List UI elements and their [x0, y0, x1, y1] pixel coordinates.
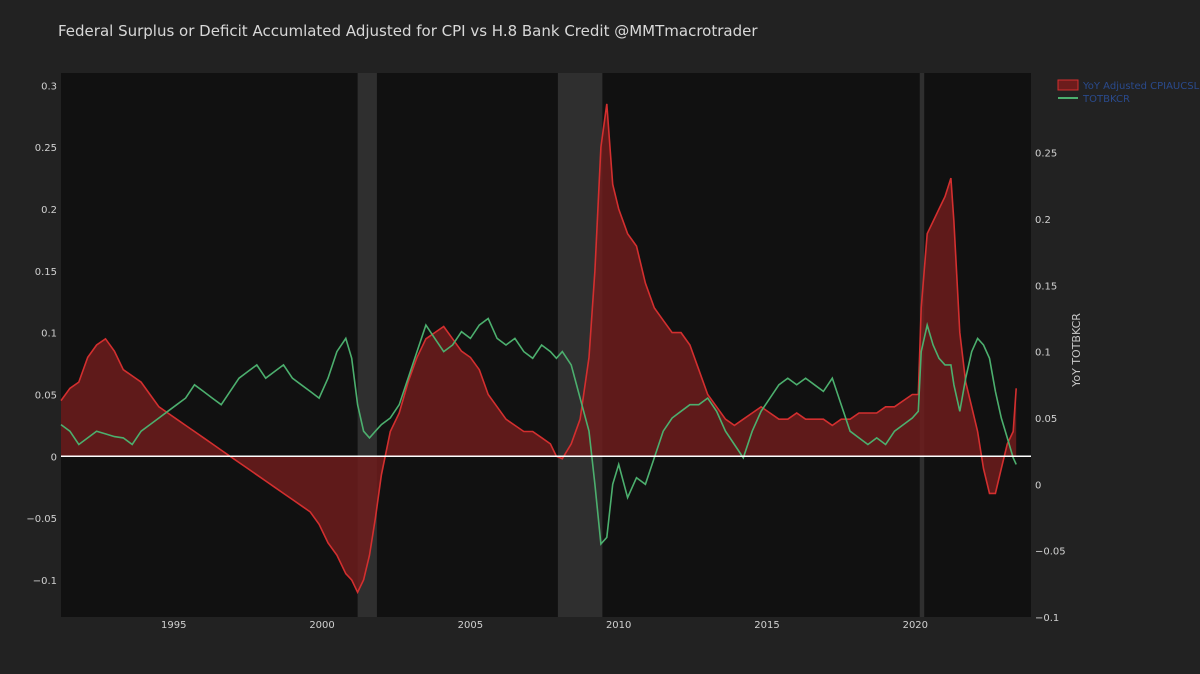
plot-area — [61, 73, 1031, 617]
y-tick-label: 0.05 — [35, 390, 57, 401]
y-tick-label: −0.1 — [33, 576, 57, 587]
series-area-cpi — [61, 103, 1017, 593]
y2-tick-label: −0.05 — [1035, 547, 1066, 558]
chart-title: Federal Surplus or Deficit Accumlated Ad… — [58, 22, 758, 40]
x-tick-label: 2015 — [754, 620, 779, 631]
y2-axis-title: YoY TOTBKCR — [1070, 313, 1083, 388]
y2-tick-label: 0.1 — [1035, 348, 1051, 359]
y-tick-label: 0.15 — [35, 267, 57, 278]
y-tick-label: 0.25 — [35, 143, 57, 154]
y-tick-label: 0.2 — [41, 205, 57, 216]
series-line-totbkcr — [60, 317, 1017, 546]
y2-tick-label: −0.1 — [1035, 613, 1059, 624]
y-axis-left: 0.3 0.25 0.2 0.15 0.1 0.05 0 −0.05 −0.1 — [26, 81, 57, 587]
y-tick-label: 0.1 — [41, 329, 57, 340]
x-tick-label: 2000 — [309, 620, 334, 631]
x-tick-label: 2020 — [903, 620, 928, 631]
y2-tick-label: 0.25 — [1035, 149, 1057, 160]
legend-item-cpi[interactable]: YoY Adjusted CPIAUCSL — [1057, 79, 1200, 92]
legend-swatch-cpi — [1057, 79, 1079, 91]
y-tick-label: 0 — [51, 452, 57, 463]
y2-tick-label: 0.2 — [1035, 215, 1051, 226]
x-tick-label: 1995 — [161, 620, 186, 631]
y2-tick-label: 0.05 — [1035, 414, 1057, 425]
legend-item-totbkcr[interactable]: TOTBKCR — [1058, 94, 1130, 105]
legend[interactable]: YoY Adjusted CPIAUCSL TOTBKCR — [1057, 79, 1200, 105]
x-axis: 1995 2000 2005 2010 2015 2020 — [161, 620, 928, 631]
y2-tick-label: 0.15 — [1035, 281, 1057, 292]
legend-label-totbkcr: TOTBKCR — [1082, 94, 1130, 105]
y-axis-right: 0.25 0.2 0.15 0.1 0.05 0 −0.05 −0.1 — [1035, 149, 1066, 624]
y-tick-label: 0.3 — [41, 81, 57, 92]
x-tick-label: 2005 — [458, 620, 483, 631]
y2-tick-label: 0 — [1035, 480, 1041, 491]
x-tick-label: 2010 — [606, 620, 631, 631]
legend-label-cpi: YoY Adjusted CPIAUCSL — [1082, 81, 1200, 92]
series-line-cpi — [60, 103, 1017, 595]
y-tick-label: −0.05 — [26, 514, 57, 525]
series-layer — [60, 103, 1017, 595]
